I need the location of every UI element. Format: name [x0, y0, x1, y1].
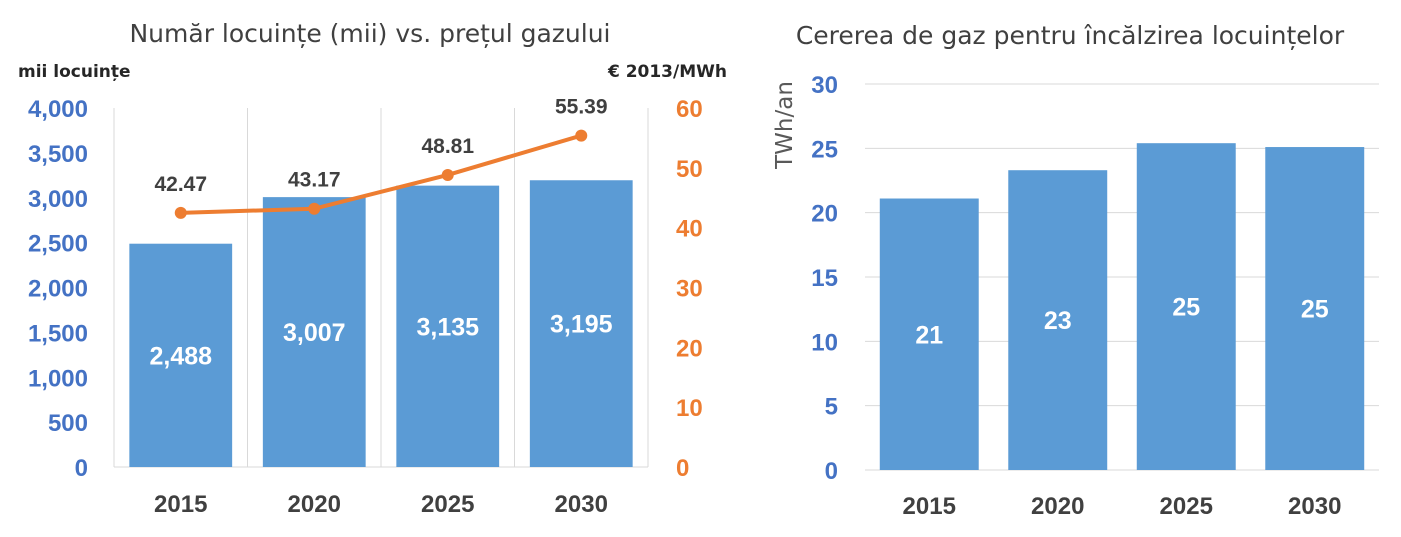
chart-1-x-tick-label: 2020 — [288, 491, 341, 518]
chart-1-title: Număr locuințe (mii) vs. prețul gazului — [129, 19, 610, 48]
chart-1-right-tick-label: 60 — [676, 96, 703, 123]
chart-2-bar-label: 23 — [1044, 307, 1072, 335]
chart-1-left-tick-label: 4,000 — [28, 96, 88, 123]
chart-1-right-tick-label: 50 — [676, 156, 703, 183]
chart-2-y-tick-label: 5 — [825, 394, 838, 421]
chart-1-right-tick-label: 20 — [676, 335, 703, 362]
chart-1-x-tick-label: 2030 — [555, 491, 608, 518]
chart-1-price-line: 42.47 43.17 48.81 55.39 — [154, 96, 608, 219]
chart-1-bar-label: 3,135 — [416, 313, 479, 341]
chart-2-bar — [1008, 170, 1108, 470]
chart-1-right-tick-label: 10 — [676, 395, 703, 422]
chart-2-x-tick-label: 2030 — [1288, 493, 1341, 520]
chart-1-line-point — [308, 202, 321, 215]
chart-2-y-tick-label: 15 — [811, 265, 838, 292]
chart-2-y-tick-label: 30 — [811, 72, 838, 99]
chart-2-bar-label: 25 — [1172, 294, 1200, 322]
chart-1-left-ticks: 0 500 1,000 1,500 2,000 2,500 3,000 3,500 4,000 — [28, 96, 88, 482]
chart-1-right-ticks: 0 10 20 30 40 50 60 — [676, 96, 703, 482]
chart-1-line-label: 55.39 — [555, 96, 608, 119]
chart-1-line-label: 48.81 — [421, 135, 474, 158]
chart-1-left-axis-label: mii locuințe — [18, 62, 131, 82]
chart-1-line-label: 43.17 — [288, 169, 341, 192]
chart-2-bar-label: 25 — [1301, 296, 1329, 324]
chart-1-line-point — [575, 129, 588, 142]
chart-1-bar — [129, 243, 233, 467]
chart-1-left-tick-label: 1,000 — [28, 365, 88, 392]
chart-1-x-tick-label: 2015 — [154, 491, 207, 518]
chart-1-line-point — [441, 168, 454, 181]
chart-1-line-path — [180, 133, 582, 215]
chart-1: Număr locuințe (mii) vs. prețul gazului … — [18, 19, 727, 518]
chart-1-right-tick-label: 0 — [676, 455, 689, 482]
chart-1-line-label: 42.47 — [154, 173, 207, 196]
chart-1-left-tick-label: 3,000 — [28, 186, 88, 213]
chart-2-x-tick-label: 2020 — [1031, 493, 1084, 520]
chart-1-line-point — [174, 206, 187, 219]
chart-2-bar — [1136, 143, 1236, 471]
chart-1-bar — [529, 180, 633, 467]
chart-2-y-axis-label: TWh/an — [772, 81, 798, 170]
chart-2: Cererea de gaz pentru încălzirea locuinț… — [772, 21, 1379, 520]
chart-1-right-tick-label: 30 — [676, 276, 703, 303]
chart-2-x-ticks: 2015 2020 2025 2030 — [903, 493, 1342, 520]
chart-1-bar — [262, 197, 366, 467]
chart-1-bar-label: 3,007 — [283, 319, 346, 347]
chart-1-bars: 2,488 3,007 3,135 3,195 — [129, 180, 633, 468]
chart-1-right-axis-label: € 2013/MWh — [607, 62, 727, 82]
chart-1-bar — [396, 185, 500, 468]
chart-1-left-tick-label: 0 — [75, 455, 88, 482]
chart-2-title: Cererea de gaz pentru încălzirea locuinț… — [796, 21, 1345, 50]
chart-2-bar — [879, 198, 979, 470]
chart-2-y-ticks: 0 5 10 15 20 25 30 — [811, 72, 838, 485]
chart-1-left-tick-label: 2,500 — [28, 231, 88, 258]
chart-2-y-tick-label: 20 — [811, 201, 838, 228]
chart-1-left-tick-label: 2,000 — [28, 276, 88, 303]
chart-1-x-tick-label: 2025 — [421, 491, 474, 518]
chart-1-x-ticks: 2015 2020 2025 2030 — [154, 491, 608, 518]
chart-2-y-tick-label: 25 — [811, 136, 838, 163]
chart-2-bar — [1265, 147, 1365, 470]
chart-2-y-tick-label: 0 — [825, 458, 838, 485]
chart-1-bar-label: 2,488 — [149, 342, 212, 370]
chart-1-left-tick-label: 1,500 — [28, 320, 88, 347]
chart-2-bars: 21 23 25 25 — [879, 143, 1365, 471]
chart-2-x-tick-label: 2015 — [903, 493, 956, 520]
chart-2-y-tick-label: 10 — [811, 329, 838, 356]
chart-1-left-tick-label: 3,500 — [28, 141, 88, 168]
chart-1-left-tick-label: 500 — [48, 410, 88, 437]
chart-1-bar-label: 3,195 — [550, 311, 613, 339]
chart-2-bar-label: 21 — [915, 321, 943, 349]
chart-2-x-tick-label: 2025 — [1160, 493, 1213, 520]
chart-1-right-tick-label: 40 — [676, 216, 703, 243]
